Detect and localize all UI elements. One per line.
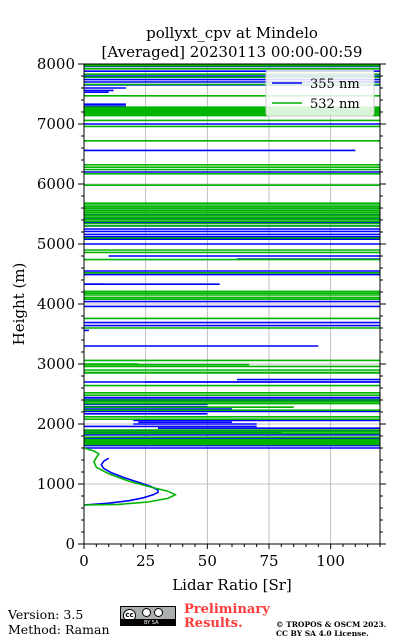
- copyright-notice: © TROPOS & OSCM 2023. CC BY SA 4.0 Licen…: [276, 620, 386, 638]
- data-layer: [83, 63, 380, 506]
- x-tick-label: 0: [79, 552, 89, 570]
- y-tick-label: 1000: [37, 475, 75, 493]
- y-tick-label: 5000: [37, 235, 75, 253]
- sa-icon: [154, 608, 163, 617]
- copyright-line2: CC BY SA 4.0 License.: [276, 629, 369, 638]
- y-tick-label: 3000: [37, 355, 75, 373]
- legend: 355 nm 532 nm: [265, 69, 375, 117]
- x-tick-label: 75: [259, 552, 278, 570]
- chart-title-line2: [Averaged] 20230113 00:00-00:59: [102, 43, 363, 61]
- axis-ticks: 0 25 50 75 100010002000300040005000600070008…: [37, 55, 386, 570]
- copyright-line1: © TROPOS & OSCM 2023.: [276, 620, 387, 629]
- legend-label-532: 532 nm: [310, 97, 360, 112]
- x-tick-label: 100: [316, 552, 345, 570]
- legend-box: [265, 69, 375, 117]
- badge-text: BY SA: [144, 620, 159, 626]
- lidar-ratio-chart: pollyxt_cpv at Mindelo [Averaged] 202301…: [10, 24, 386, 594]
- series-1: [83, 63, 380, 506]
- y-tick-label: 0: [65, 535, 75, 553]
- version-text: Version: 3.5: [8, 607, 84, 622]
- x-tick-label: 25: [136, 552, 155, 570]
- y-tick-label: 4000: [37, 295, 75, 313]
- y-tick-label: 8000: [37, 55, 75, 73]
- badge-band: [121, 619, 175, 625]
- profile-curve: [83, 447, 178, 506]
- preliminary-line2: Results.: [184, 616, 243, 631]
- y-tick-label: 2000: [37, 415, 75, 433]
- x-tick-label: 50: [198, 552, 217, 570]
- preliminary-notice: Preliminary Results.: [184, 603, 270, 631]
- legend-label-355: 355 nm: [310, 77, 360, 92]
- y-axis-label: Height (m): [10, 263, 28, 346]
- method-text: Method: Raman: [8, 622, 110, 637]
- by-icon: [142, 608, 151, 617]
- chart-title-line1: pollyxt_cpv at Mindelo: [146, 24, 318, 42]
- cc-license-badge: cc BY SA: [120, 606, 176, 626]
- y-tick-label: 7000: [37, 115, 75, 133]
- y-tick-label: 6000: [37, 175, 75, 193]
- x-axis-label: Lidar Ratio [Sr]: [172, 576, 292, 594]
- preliminary-line1: Preliminary: [184, 602, 270, 617]
- grid-lines: [84, 64, 380, 544]
